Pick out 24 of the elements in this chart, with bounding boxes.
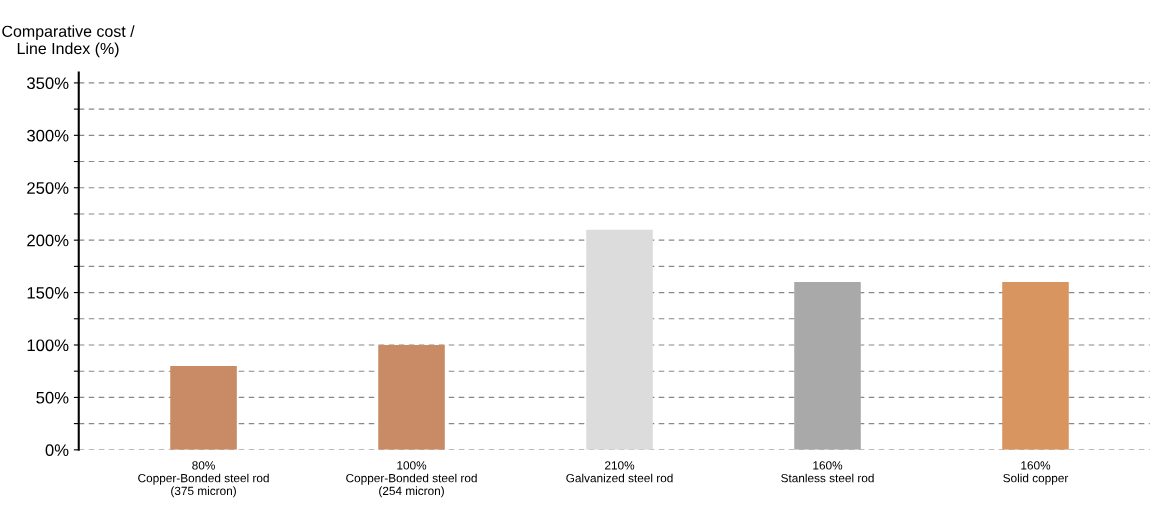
y-tick-label: 200% xyxy=(27,234,69,247)
x-tick-label: Stanless steel rod xyxy=(781,473,874,483)
data-label: 100% xyxy=(397,461,427,470)
y-tick-label: 100% xyxy=(27,339,69,352)
data-label: 80% xyxy=(192,461,215,470)
y-tick-label: 150% xyxy=(27,286,69,299)
data-label: 210% xyxy=(605,461,635,470)
x-tick-label: Solid copper xyxy=(1003,473,1069,485)
bar xyxy=(1002,282,1069,450)
bar xyxy=(378,344,445,450)
data-label: 160% xyxy=(1021,461,1051,470)
y-tick-label: 50% xyxy=(36,391,69,404)
y-axis-title: Comparative cost / Line Index (%) xyxy=(2,25,135,58)
y-tick-label: 250% xyxy=(27,182,69,194)
y-tick-label: 300% xyxy=(27,129,69,142)
y-tick-label: 350% xyxy=(27,77,69,90)
x-tick-label: Copper-Bonded steel rod (375 micron) xyxy=(138,473,269,498)
y-tick-label: 0% xyxy=(45,444,69,457)
bar xyxy=(794,282,861,450)
bar xyxy=(586,229,653,450)
x-tick-label: Copper-Bonded steel rod (254 micron) xyxy=(346,473,477,498)
data-label: 160% xyxy=(813,461,843,470)
x-tick-label: Galvanized steel rod xyxy=(566,473,673,483)
bar xyxy=(170,365,237,450)
